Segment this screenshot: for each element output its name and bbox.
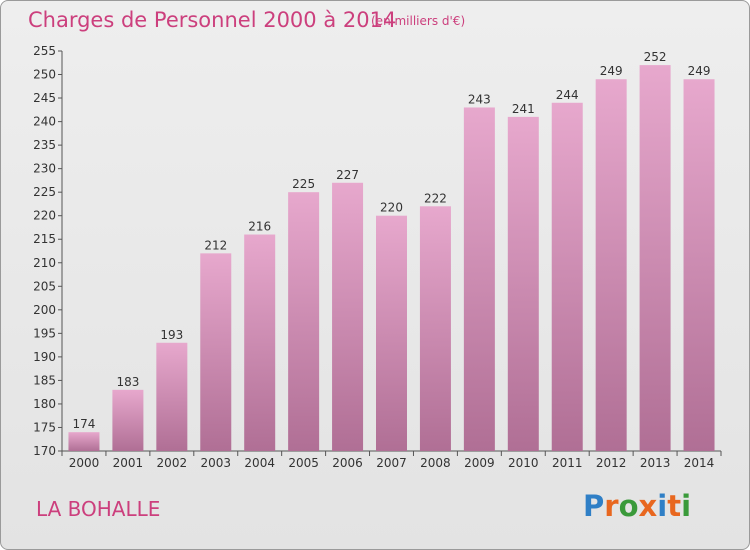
bar — [332, 182, 364, 451]
data-label: 241 — [512, 102, 535, 116]
x-tick-label: 2006 — [332, 456, 363, 470]
x-tick-label: 2002 — [157, 456, 188, 470]
y-tick-label: 180 — [33, 397, 56, 411]
y-tick-label: 255 — [33, 44, 56, 58]
x-tick-label: 2001 — [113, 456, 144, 470]
chart-title: Charges de Personnel 2000 à 2014 — [28, 8, 397, 32]
y-tick-label: 225 — [33, 185, 56, 199]
data-label: 220 — [380, 201, 403, 215]
y-tick-label: 175 — [33, 420, 56, 434]
x-tick-label: 2003 — [200, 456, 231, 470]
y-tick-label: 200 — [33, 303, 56, 317]
bar — [112, 389, 144, 451]
x-tick-label: 2013 — [640, 456, 671, 470]
bar — [156, 342, 188, 451]
y-tick-label: 185 — [33, 373, 56, 387]
x-tick-label: 2012 — [596, 456, 627, 470]
chart-subtitle: (en milliers d'€) — [371, 14, 466, 28]
logo-letter: x — [638, 489, 658, 523]
bar — [68, 432, 100, 451]
y-tick-label: 250 — [33, 68, 56, 82]
y-tick-label: 235 — [33, 138, 56, 152]
bar — [639, 65, 671, 451]
y-tick-label: 210 — [33, 256, 56, 270]
logo-letter: t — [667, 489, 682, 523]
x-tick-label: 2007 — [376, 456, 407, 470]
bar — [595, 79, 627, 451]
data-label: 183 — [116, 375, 139, 389]
bar — [463, 107, 495, 452]
bar — [683, 79, 715, 451]
bar — [244, 234, 276, 451]
x-tick-label: 2014 — [684, 456, 715, 470]
data-label: 174 — [73, 417, 96, 431]
logo-letter: r — [604, 489, 619, 523]
data-label: 216 — [248, 220, 271, 234]
y-tick-label: 245 — [33, 91, 56, 105]
data-label: 227 — [336, 168, 359, 182]
data-label: 252 — [644, 50, 667, 64]
x-tick-label: 2011 — [552, 456, 583, 470]
proxiti-logo: Proxiti — [583, 489, 691, 523]
data-label: 225 — [292, 177, 315, 191]
logo-letter: i — [657, 489, 668, 523]
data-label: 212 — [204, 238, 227, 252]
x-tick-label: 2010 — [508, 456, 539, 470]
bar — [200, 253, 232, 451]
y-tick-label: 190 — [33, 350, 56, 364]
bar — [288, 192, 320, 452]
y-tick-label: 170 — [33, 444, 56, 458]
bar — [507, 116, 539, 451]
y-tick-label: 195 — [33, 326, 56, 340]
logo-letter: o — [618, 489, 639, 523]
data-label: 222 — [424, 191, 447, 205]
commune-name: LA BOHALLE — [36, 497, 161, 521]
x-tick-label: 2000 — [69, 456, 100, 470]
logo-letter: i — [681, 489, 692, 523]
data-label: 193 — [160, 328, 183, 342]
y-tick-label: 220 — [33, 209, 56, 223]
x-tick-label: 2004 — [244, 456, 275, 470]
y-tick-label: 205 — [33, 279, 56, 293]
x-tick-label: 2008 — [420, 456, 451, 470]
x-tick-label: 2005 — [288, 456, 319, 470]
data-label: 244 — [556, 88, 579, 102]
y-tick-label: 215 — [33, 232, 56, 246]
y-tick-label: 240 — [33, 115, 56, 129]
y-tick-label: 230 — [33, 162, 56, 176]
data-label: 249 — [688, 64, 711, 78]
logo-letter: P — [583, 489, 605, 523]
x-tick-label: 2009 — [464, 456, 495, 470]
data-label: 249 — [600, 64, 623, 78]
data-label: 243 — [468, 92, 491, 106]
bar — [419, 206, 451, 451]
bar — [376, 215, 407, 451]
bar — [551, 102, 583, 451]
